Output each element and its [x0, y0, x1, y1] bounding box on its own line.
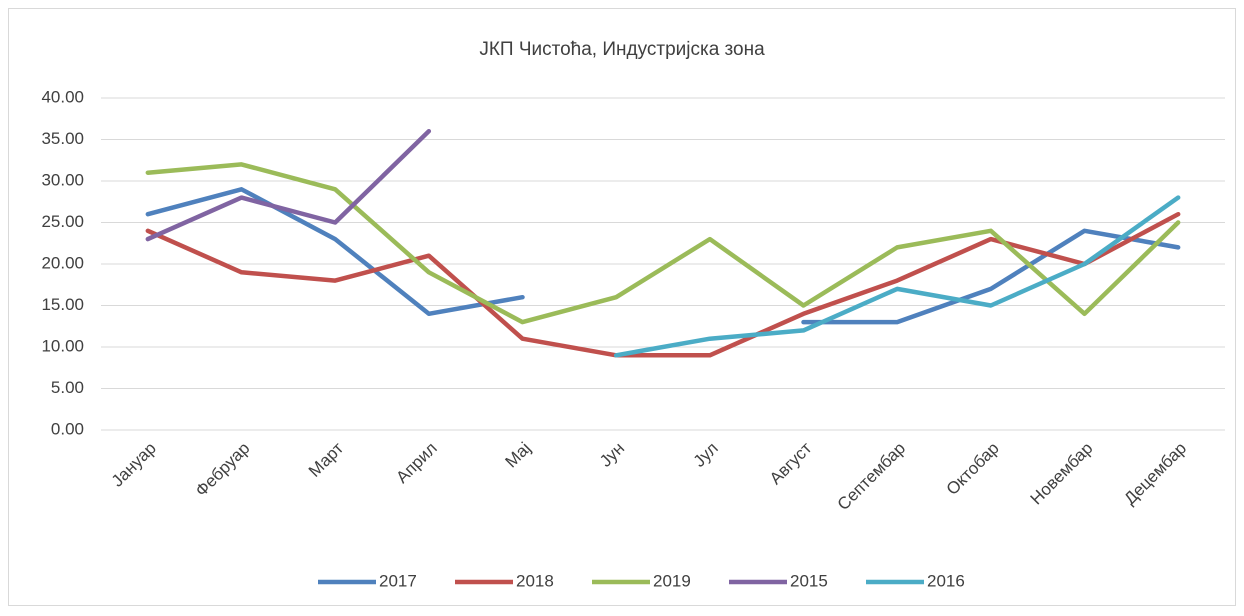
y-tick-label: 35.00 [41, 129, 84, 148]
y-tick-label: 25.00 [41, 212, 84, 231]
y-tick-label: 15.00 [41, 295, 84, 314]
y-tick-label: 20.00 [41, 253, 84, 272]
legend-label: 2017 [379, 571, 417, 590]
legend-label: 2015 [790, 571, 828, 590]
line-series [145, 128, 432, 242]
y-tick-label: 40.00 [41, 87, 84, 106]
legend-label: 2016 [927, 571, 965, 590]
y-tick-label: 0.00 [51, 419, 84, 438]
chart-border [8, 8, 1236, 606]
line-series [145, 162, 1181, 325]
legend-label: 2018 [516, 571, 554, 590]
line-series [145, 187, 1181, 325]
y-tick-label: 10.00 [41, 336, 84, 355]
legend-label: 2019 [653, 571, 691, 590]
line-series [613, 195, 1181, 358]
y-tick-label: 30.00 [41, 170, 84, 189]
chart-title: ЈКП Чистоћа, Индустријска зона [479, 39, 765, 60]
y-tick-label: 5.00 [51, 378, 84, 397]
